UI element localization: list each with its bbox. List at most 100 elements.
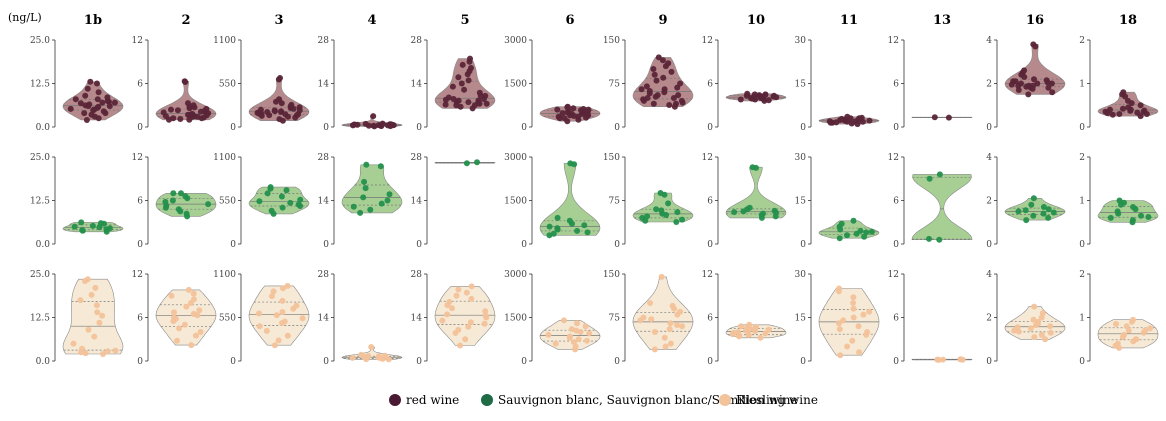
y-tick-label: 0 bbox=[230, 240, 236, 250]
data-point bbox=[279, 194, 285, 200]
data-point bbox=[191, 291, 197, 297]
y-tick-label: 25.0 bbox=[30, 36, 50, 46]
data-point bbox=[565, 104, 571, 110]
data-point bbox=[363, 162, 369, 168]
legend-marker bbox=[719, 394, 731, 406]
data-point bbox=[1041, 204, 1047, 210]
data-point bbox=[94, 81, 100, 87]
data-point bbox=[856, 323, 862, 329]
data-point bbox=[867, 118, 873, 124]
data-point bbox=[674, 209, 680, 215]
data-point bbox=[1023, 207, 1029, 213]
data-point bbox=[763, 91, 769, 97]
data-point bbox=[367, 207, 373, 213]
data-point bbox=[287, 200, 293, 206]
y-tick-label: 0 bbox=[416, 240, 422, 250]
y-tick-label: 1 bbox=[1079, 197, 1085, 207]
data-point bbox=[297, 197, 303, 203]
data-point bbox=[665, 60, 671, 66]
y-tick-label: 25.0 bbox=[30, 270, 50, 280]
data-point bbox=[86, 327, 92, 333]
y-tick-label: 25.0 bbox=[30, 153, 50, 163]
data-point bbox=[468, 319, 474, 325]
data-point bbox=[662, 86, 668, 92]
data-point bbox=[1031, 304, 1037, 310]
data-point bbox=[772, 208, 778, 214]
data-point bbox=[860, 312, 866, 318]
data-point bbox=[940, 357, 946, 363]
y-tick-label: 3000 bbox=[504, 36, 527, 46]
y-tick-label: 0 bbox=[1079, 240, 1085, 250]
data-point bbox=[257, 323, 263, 329]
data-point bbox=[1041, 211, 1047, 217]
data-point bbox=[456, 98, 462, 104]
compound-header-9: 9 bbox=[658, 13, 667, 28]
y-tick-label: 12 bbox=[888, 153, 899, 163]
data-point bbox=[576, 336, 582, 342]
y-tick-label: 12.5 bbox=[30, 80, 50, 90]
data-point bbox=[94, 302, 100, 308]
legend-marker bbox=[389, 394, 401, 406]
data-point bbox=[282, 319, 288, 325]
data-point bbox=[679, 217, 685, 223]
y-tick-label: 0 bbox=[323, 357, 329, 367]
data-point bbox=[738, 97, 744, 103]
data-point bbox=[278, 108, 284, 114]
y-tick-label: 0 bbox=[137, 123, 143, 133]
y-tick-label: 0 bbox=[893, 240, 899, 250]
data-point bbox=[560, 110, 566, 116]
data-point bbox=[175, 107, 181, 113]
compound-header-18: 18 bbox=[1119, 13, 1137, 28]
y-tick-label: 0.0 bbox=[36, 123, 51, 133]
data-point bbox=[1141, 108, 1147, 114]
data-point bbox=[205, 201, 211, 207]
data-point bbox=[457, 343, 463, 349]
data-point bbox=[464, 290, 470, 296]
data-point bbox=[1130, 204, 1136, 210]
data-point bbox=[279, 309, 285, 315]
y-tick-label: 0 bbox=[707, 240, 713, 250]
data-point bbox=[358, 352, 364, 358]
violin-green-13 bbox=[912, 174, 972, 239]
legend-item-0: red wine bbox=[389, 393, 459, 407]
data-point bbox=[1031, 334, 1037, 340]
data-point bbox=[264, 109, 270, 115]
data-point bbox=[171, 309, 177, 315]
data-point bbox=[467, 56, 473, 62]
y-tick-label: 28 bbox=[411, 270, 423, 280]
data-point bbox=[546, 332, 552, 338]
y-tick-label: 14 bbox=[411, 80, 423, 90]
data-point bbox=[850, 300, 856, 306]
y-tick-label: 3000 bbox=[504, 270, 527, 280]
data-point bbox=[840, 317, 846, 323]
data-point bbox=[584, 338, 590, 344]
data-point bbox=[836, 286, 842, 292]
data-point bbox=[444, 311, 450, 317]
data-point bbox=[185, 100, 191, 106]
data-point bbox=[191, 296, 197, 302]
data-point bbox=[666, 102, 672, 108]
data-point bbox=[827, 118, 833, 124]
data-point bbox=[750, 164, 756, 170]
data-point bbox=[958, 356, 964, 362]
data-point bbox=[758, 335, 764, 341]
data-point bbox=[360, 194, 366, 200]
y-tick-label: 0 bbox=[1079, 357, 1085, 367]
data-point bbox=[679, 98, 685, 104]
data-point bbox=[468, 296, 474, 302]
compound-header-4: 4 bbox=[367, 13, 376, 28]
y-tick-label: 28 bbox=[411, 36, 423, 46]
data-point bbox=[753, 324, 759, 330]
data-point bbox=[574, 228, 580, 234]
violin-ries-2 bbox=[156, 290, 216, 345]
data-point bbox=[673, 219, 679, 225]
data-point bbox=[1120, 89, 1126, 95]
data-point bbox=[98, 220, 104, 226]
data-point bbox=[837, 352, 843, 358]
data-point bbox=[285, 283, 291, 289]
data-point bbox=[84, 117, 90, 123]
data-point bbox=[387, 191, 393, 197]
data-point bbox=[937, 171, 943, 177]
data-point bbox=[1031, 317, 1037, 323]
